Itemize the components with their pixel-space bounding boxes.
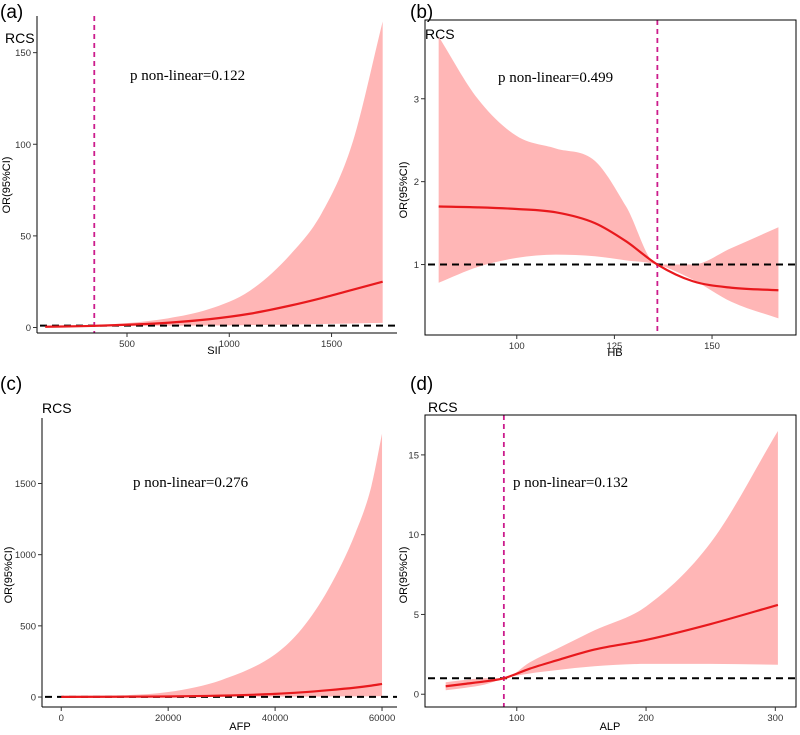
- y-axis-title-c: OR(95%CI): [3, 547, 15, 604]
- x-axis-title-a: SII: [207, 345, 220, 357]
- panel-label-b: (b): [410, 2, 433, 23]
- y-axis-title-a: OR(95%CI): [1, 157, 13, 214]
- plot-area-b: 100 125 150 1 2 3: [414, 19, 797, 352]
- y-tick-label-a: 100: [15, 140, 31, 151]
- plot-area-d: 100 200 300 0 5 10 15: [408, 414, 797, 724]
- x-tick-label-c: 60000: [369, 713, 395, 724]
- y-tick-label-d: 5: [414, 610, 419, 621]
- x-tick-label-b: 100: [509, 341, 525, 352]
- y-tick-label-d: 0: [414, 690, 419, 701]
- panel-title-c: RCS: [42, 400, 72, 416]
- y-tick-label-d: 15: [408, 450, 419, 461]
- annotation-b: p non-linear=0.499: [498, 70, 613, 86]
- panel-title-a: RCS: [5, 30, 35, 46]
- panel-title-d: RCS: [428, 399, 458, 415]
- y-tick-label-d: 10: [408, 530, 419, 541]
- x-tick-label-c: 0: [59, 713, 64, 724]
- y-tick-label-b: 3: [414, 94, 419, 105]
- y-tick-label-b: 2: [414, 177, 419, 188]
- annotation-c: p non-linear=0.276: [133, 475, 249, 491]
- y-tick-label-a: 0: [26, 323, 31, 334]
- or-curve-c: [61, 682, 383, 698]
- x-tick-label-b: 125: [606, 341, 622, 352]
- or-curve-b: [438, 205, 779, 292]
- ci-band-b: [438, 36, 779, 319]
- plot-area-a: 500 1000 1500 0 50 100 150: [15, 16, 397, 350]
- ci-band-d: [445, 430, 778, 691]
- ci-band-a: [45, 21, 383, 328]
- panel-a: (a) RCS 500 1000 1500 0 50 100 150 p non-linea…: [0, 2, 397, 357]
- y-tick-label-a: 150: [15, 48, 31, 59]
- panel-title-b: RCS: [425, 26, 455, 42]
- panel-c: (c) RCS 0 20000 40000 60000 0 500 1000 1500 p n…: [0, 374, 397, 733]
- x-tick-label-a: 1000: [219, 339, 240, 350]
- x-tick-label-a: 1500: [321, 339, 342, 350]
- annotation-d: p non-linear=0.132: [513, 475, 628, 491]
- panel-label-a: (a): [0, 2, 23, 23]
- ci-band-c: [61, 433, 383, 697]
- panel-label-d: (d): [410, 374, 433, 395]
- annotation-a: p non-linear=0.122: [130, 68, 245, 84]
- panel-label-c: (c): [0, 374, 22, 395]
- y-axis-title-d: OR(95%CI): [398, 547, 410, 604]
- y-tick-label-a: 50: [20, 231, 31, 242]
- plot-frame-b: [424, 19, 797, 336]
- x-tick-label-d: 300: [767, 713, 783, 724]
- y-tick-label-c: 1500: [15, 479, 36, 490]
- y-tick-label-b: 1: [414, 260, 419, 271]
- plot-area-c: 0 20000 40000 60000 0 500 1000 1500: [15, 418, 397, 724]
- plot-frame-d: [424, 414, 797, 708]
- y-tick-label-c: 500: [20, 621, 36, 632]
- x-tick-label-c: 20000: [155, 713, 181, 724]
- x-tick-label-d: 100: [509, 713, 525, 724]
- x-tick-label-b: 150: [704, 341, 720, 352]
- or-curve-d: [445, 603, 779, 688]
- x-axis-title-b: HB: [607, 347, 622, 359]
- x-tick-label-c: 40000: [262, 713, 288, 724]
- x-axis-title-c: AFP: [229, 721, 250, 733]
- x-tick-label-a: 500: [119, 339, 135, 350]
- panel-d: (d) RCS 100 200 300 0 5 10 15 p non-linear=0.1…: [398, 374, 797, 733]
- x-axis-title-d: ALP: [600, 721, 621, 733]
- x-tick-label-d: 200: [638, 713, 654, 724]
- y-axis-title-b: OR(95%CI): [398, 162, 410, 219]
- y-tick-label-c: 1000: [15, 550, 36, 561]
- y-tick-label-c: 0: [31, 693, 36, 704]
- or-curve-a: [45, 280, 383, 328]
